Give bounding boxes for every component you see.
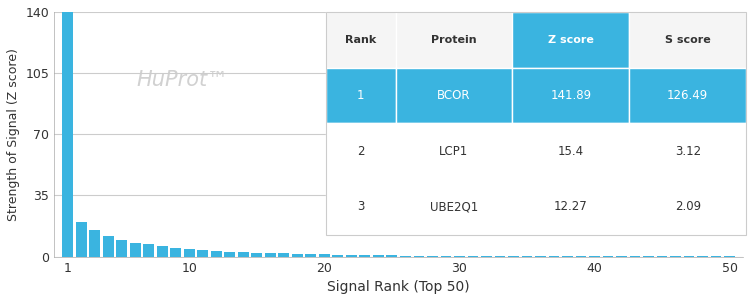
Text: UBE2Q1: UBE2Q1 (430, 200, 478, 213)
Bar (724, 256, 735, 257)
Bar (332, 255, 344, 257)
Bar (629, 256, 640, 257)
Bar (535, 256, 546, 257)
Bar (76, 222, 87, 257)
Bar (224, 252, 236, 257)
Bar (89, 231, 101, 257)
Bar (481, 256, 492, 257)
Text: 141.89: 141.89 (550, 89, 592, 102)
Bar (440, 256, 452, 257)
Text: Z score: Z score (548, 35, 594, 45)
Bar (413, 256, 424, 257)
Bar (157, 246, 168, 257)
Y-axis label: Strength of Signal (Z score): Strength of Signal (Z score) (7, 48, 20, 221)
Text: Rank: Rank (345, 35, 376, 45)
Bar (643, 256, 654, 257)
Bar (711, 256, 722, 257)
X-axis label: Signal Rank (Top 50): Signal Rank (Top 50) (327, 280, 470, 294)
Bar (359, 255, 370, 257)
Bar (278, 253, 290, 257)
Text: 12.27: 12.27 (554, 200, 588, 213)
Bar (319, 254, 330, 257)
Text: 3: 3 (357, 200, 364, 213)
Bar (454, 256, 465, 257)
Bar (548, 256, 560, 257)
Bar (116, 240, 128, 257)
Bar (305, 254, 316, 257)
Text: 126.49: 126.49 (668, 89, 709, 102)
Bar (251, 253, 262, 257)
Text: BCOR: BCOR (437, 89, 471, 102)
Bar (670, 256, 681, 257)
Bar (684, 256, 694, 257)
Bar (211, 251, 222, 257)
Bar (508, 256, 519, 257)
Bar (265, 253, 276, 257)
Bar (400, 256, 411, 257)
Bar (521, 256, 532, 257)
Bar (292, 254, 303, 257)
Bar (103, 236, 114, 257)
Text: LCP1: LCP1 (440, 145, 469, 158)
Text: 2: 2 (357, 145, 364, 158)
Bar (494, 256, 506, 257)
Bar (386, 256, 398, 257)
Text: Protein: Protein (431, 35, 477, 45)
Bar (197, 250, 208, 257)
Bar (602, 256, 613, 257)
Text: S score: S score (665, 35, 711, 45)
Bar (575, 256, 586, 257)
Bar (467, 256, 478, 257)
Bar (62, 9, 74, 257)
Bar (656, 256, 668, 257)
Text: HuProt™: HuProt™ (137, 70, 229, 91)
Bar (373, 255, 384, 257)
Bar (170, 248, 182, 257)
Bar (238, 252, 249, 257)
Bar (184, 249, 195, 257)
Bar (130, 243, 141, 257)
Bar (427, 256, 438, 257)
Text: 2.09: 2.09 (675, 200, 700, 213)
Text: 3.12: 3.12 (675, 145, 700, 158)
Bar (616, 256, 627, 257)
Text: 15.4: 15.4 (558, 145, 584, 158)
Bar (346, 255, 357, 257)
Bar (698, 256, 708, 257)
Bar (562, 256, 573, 257)
Text: 1: 1 (357, 89, 364, 102)
Bar (589, 256, 600, 257)
Bar (143, 244, 154, 257)
